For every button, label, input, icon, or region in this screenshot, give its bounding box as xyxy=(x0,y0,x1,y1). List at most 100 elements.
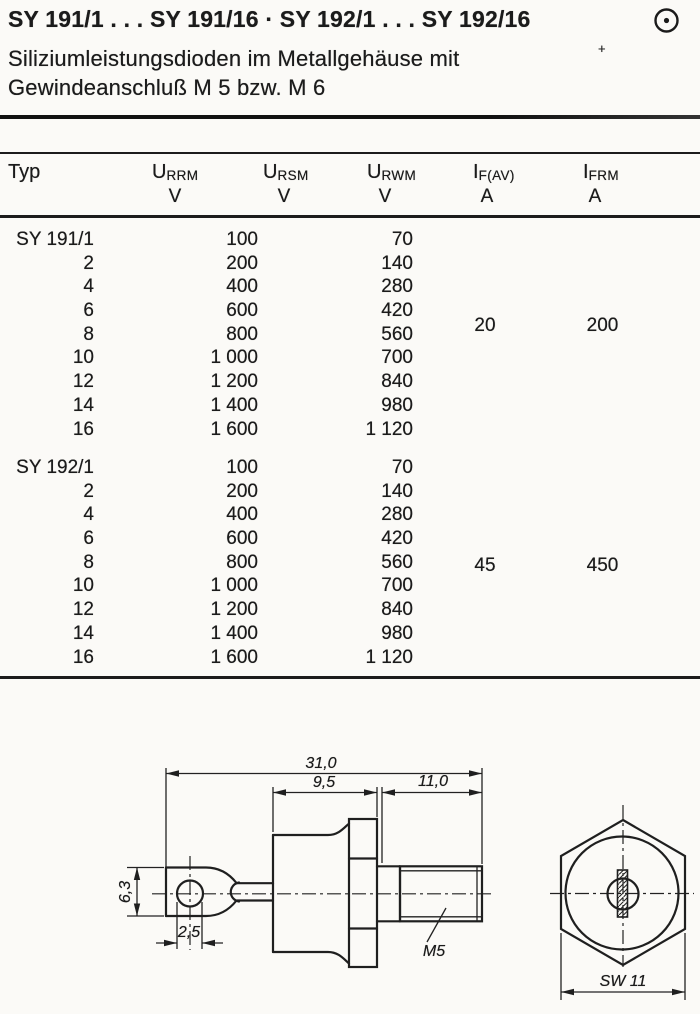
subtitle-line-1: Siliziumleistungsdioden im Metallgehäuse… xyxy=(8,46,460,71)
cell-typ: 12 xyxy=(72,371,94,393)
page-subtitle: Siliziumleistungsdioden im Metallgehäuse… xyxy=(8,44,628,102)
cell-v2: 560 xyxy=(381,323,413,345)
thread-callout: M5 xyxy=(423,907,447,960)
table-row: 10 1 000 700 xyxy=(0,346,700,370)
cell-typ: SY 192/1 xyxy=(16,457,94,478)
cell-v2: 840 xyxy=(381,371,413,393)
diode-front-view-drawing: SW 11 xyxy=(550,805,694,1000)
dim-label-body: 9,5 xyxy=(313,774,335,791)
cell-v1: 1 600 xyxy=(210,418,258,440)
cell-v2: 700 xyxy=(381,575,413,597)
cell-v2: 420 xyxy=(381,528,413,550)
column-header-typ: Typ xyxy=(8,161,41,183)
column-header-urrm: URRM xyxy=(152,161,198,184)
cell-typ: 16 xyxy=(72,646,94,668)
crimp-arc xyxy=(229,881,241,903)
cell-v1: 1 200 xyxy=(210,599,258,621)
cell-v2: 980 xyxy=(381,394,413,416)
cell-v1: 100 xyxy=(226,457,258,478)
cell-v2: 140 xyxy=(381,480,413,502)
dimension-lug-height: 6,3 xyxy=(117,866,164,917)
table-group-sy192: SY 192/1 100 70 2 200 140 4 400 280 6 600 420 8 800 56… xyxy=(0,456,700,669)
cell-v2: 560 xyxy=(381,551,413,573)
dim-label-overall: 31,0 xyxy=(305,755,336,772)
cell-v2: 980 xyxy=(381,622,413,644)
subscript: RRM xyxy=(166,168,199,183)
table-row: SY 192/1 100 70 xyxy=(0,456,700,480)
cell-typ: 4 xyxy=(83,276,94,298)
column-header-ursm: URSM xyxy=(263,161,309,184)
table-row: 12 1 200 840 xyxy=(0,598,700,622)
cell-v2: 1 120 xyxy=(365,418,413,440)
table-row: 4 400 280 xyxy=(0,503,700,527)
table-row: 2 200 140 xyxy=(0,480,700,504)
dimension-hole-diameter: 2,5 xyxy=(156,902,223,949)
cell-v1: 1 000 xyxy=(210,575,258,597)
cell-v2: 420 xyxy=(381,300,413,322)
cell-typ: 2 xyxy=(83,252,94,274)
threaded-stud xyxy=(375,865,484,923)
dimension-across-flats: SW 11 xyxy=(560,933,686,1000)
table-row: 6 600 420 xyxy=(0,527,700,551)
thread-label: M5 xyxy=(423,943,445,960)
divider-header-bottom xyxy=(0,215,700,218)
cell-typ: 6 xyxy=(83,300,94,322)
cell-typ: 10 xyxy=(72,347,94,369)
cell-v1: 800 xyxy=(226,323,258,345)
dimension-thread-length: 11,0 xyxy=(381,773,482,863)
dim-label-lug-height: 6,3 xyxy=(117,881,134,903)
hex-outline xyxy=(559,818,687,967)
cell-v1: 1 400 xyxy=(210,622,258,644)
subtitle-line-2: Gewindeanschluß M 5 bzw. M 6 xyxy=(8,75,326,100)
cell-typ: 8 xyxy=(83,551,94,573)
lead-wire xyxy=(235,882,275,902)
cell-v1: 400 xyxy=(226,276,258,298)
publisher-logo-icon xyxy=(654,8,679,33)
cell-v2: 70 xyxy=(391,229,413,250)
cell-typ: 14 xyxy=(72,394,94,416)
value-ifav-sy191: 20 xyxy=(474,315,496,336)
cell-typ: 12 xyxy=(72,599,94,621)
table-row: 16 1 600 1 120 xyxy=(0,646,700,670)
keying-slot xyxy=(616,869,629,918)
lug-hole xyxy=(175,879,205,908)
unit-label: V xyxy=(378,186,392,207)
value-ifrm-sy191: 200 xyxy=(586,315,619,336)
dimension-body-length: 9,5 xyxy=(272,774,378,832)
divider-thick xyxy=(0,115,700,119)
subscript: FRM xyxy=(588,168,620,183)
subscript: F(AV) xyxy=(478,168,515,183)
diode-side-view-drawing: 31,0 9,5 11,0 6,3 2,5 xyxy=(117,755,492,969)
unit-label: V xyxy=(168,186,182,207)
table-row: 4 400 280 xyxy=(0,275,700,299)
cell-typ: 10 xyxy=(72,575,94,597)
cell-v1: 1 400 xyxy=(210,394,258,416)
divider-table-top xyxy=(0,152,700,154)
cell-v1: 100 xyxy=(226,229,258,250)
scan-artifact: + xyxy=(598,41,606,56)
symbol: U xyxy=(263,161,278,183)
table-row: 8 800 560 xyxy=(0,551,700,575)
dim-label-thread: 11,0 xyxy=(418,773,448,790)
cell-v2: 840 xyxy=(381,599,413,621)
unit-label: A xyxy=(588,186,602,207)
cell-typ: SY 191/1 xyxy=(16,229,94,250)
cell-v1: 200 xyxy=(226,480,258,502)
subscript: RWM xyxy=(381,168,417,183)
unit-label: A xyxy=(480,186,494,207)
cell-v1: 600 xyxy=(226,528,258,550)
cell-typ: 8 xyxy=(83,323,94,345)
symbol: I xyxy=(473,161,479,183)
value-ifav-sy192: 45 xyxy=(474,555,496,576)
symbol: U xyxy=(152,161,167,183)
column-header-urwm: URWM xyxy=(367,161,416,184)
cell-typ: 14 xyxy=(72,622,94,644)
table-row: 14 1 400 980 xyxy=(0,622,700,646)
cell-v2: 140 xyxy=(381,252,413,274)
dim-label-hole: 2,5 xyxy=(177,924,200,941)
value-ifrm-sy192: 450 xyxy=(586,555,619,576)
table-row: 14 1 400 980 xyxy=(0,394,700,418)
subscript: RSM xyxy=(277,168,309,183)
cell-v1: 200 xyxy=(226,252,258,274)
